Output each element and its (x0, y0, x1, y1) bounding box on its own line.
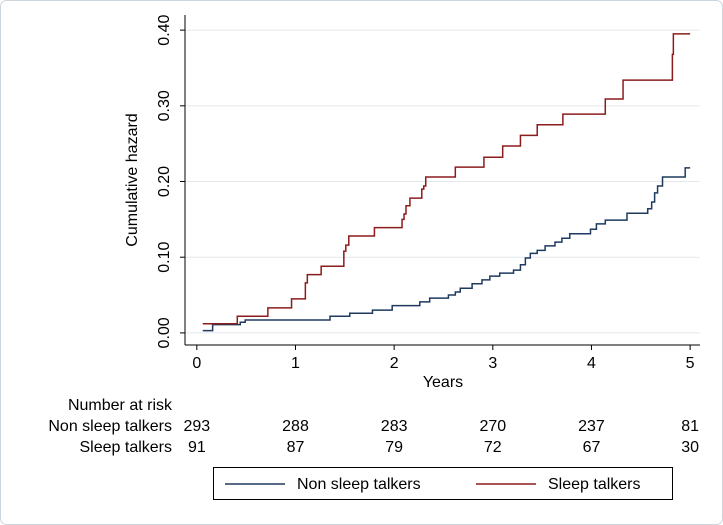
y-tick-label: 0.20 (156, 166, 173, 197)
risk-count: 91 (188, 439, 206, 456)
risk-count: 283 (381, 418, 408, 435)
x-tick-label: 5 (686, 355, 695, 372)
y-tick-label: 0.00 (156, 317, 173, 348)
series-line (202, 167, 691, 332)
risk-count: 288 (282, 418, 309, 435)
y-tick-label: 0.30 (156, 90, 173, 121)
x-tick-label: 2 (390, 355, 399, 372)
y-tick-label: 0.40 (156, 14, 173, 45)
risk-count: 79 (385, 439, 403, 456)
risk-count: 293 (183, 418, 210, 435)
legend-label: Sleep talkers (548, 476, 641, 493)
x-tick-label: 0 (192, 355, 201, 372)
x-tick-label: 1 (291, 355, 300, 372)
risk-count: 72 (484, 439, 502, 456)
legend-label: Non sleep talkers (297, 476, 421, 493)
legend-box (213, 467, 673, 500)
risk-count: 270 (479, 418, 506, 435)
risk-title: Number at risk (68, 397, 173, 414)
risk-row-name: Non sleep talkers (48, 418, 172, 435)
y-axis-label: Cumulative hazard (124, 113, 141, 246)
x-tick-label: 3 (488, 355, 497, 372)
y-tick-label: 0.10 (156, 242, 173, 273)
risk-count: 30 (681, 439, 699, 456)
x-tick-label: 4 (587, 355, 596, 372)
x-axis-label: Years (423, 374, 463, 391)
risk-count: 87 (287, 439, 305, 456)
risk-count: 67 (583, 439, 601, 456)
risk-count: 81 (681, 418, 699, 435)
risk-row-name: Sleep talkers (80, 439, 173, 456)
risk-count: 237 (578, 418, 605, 435)
series-line (202, 33, 691, 325)
